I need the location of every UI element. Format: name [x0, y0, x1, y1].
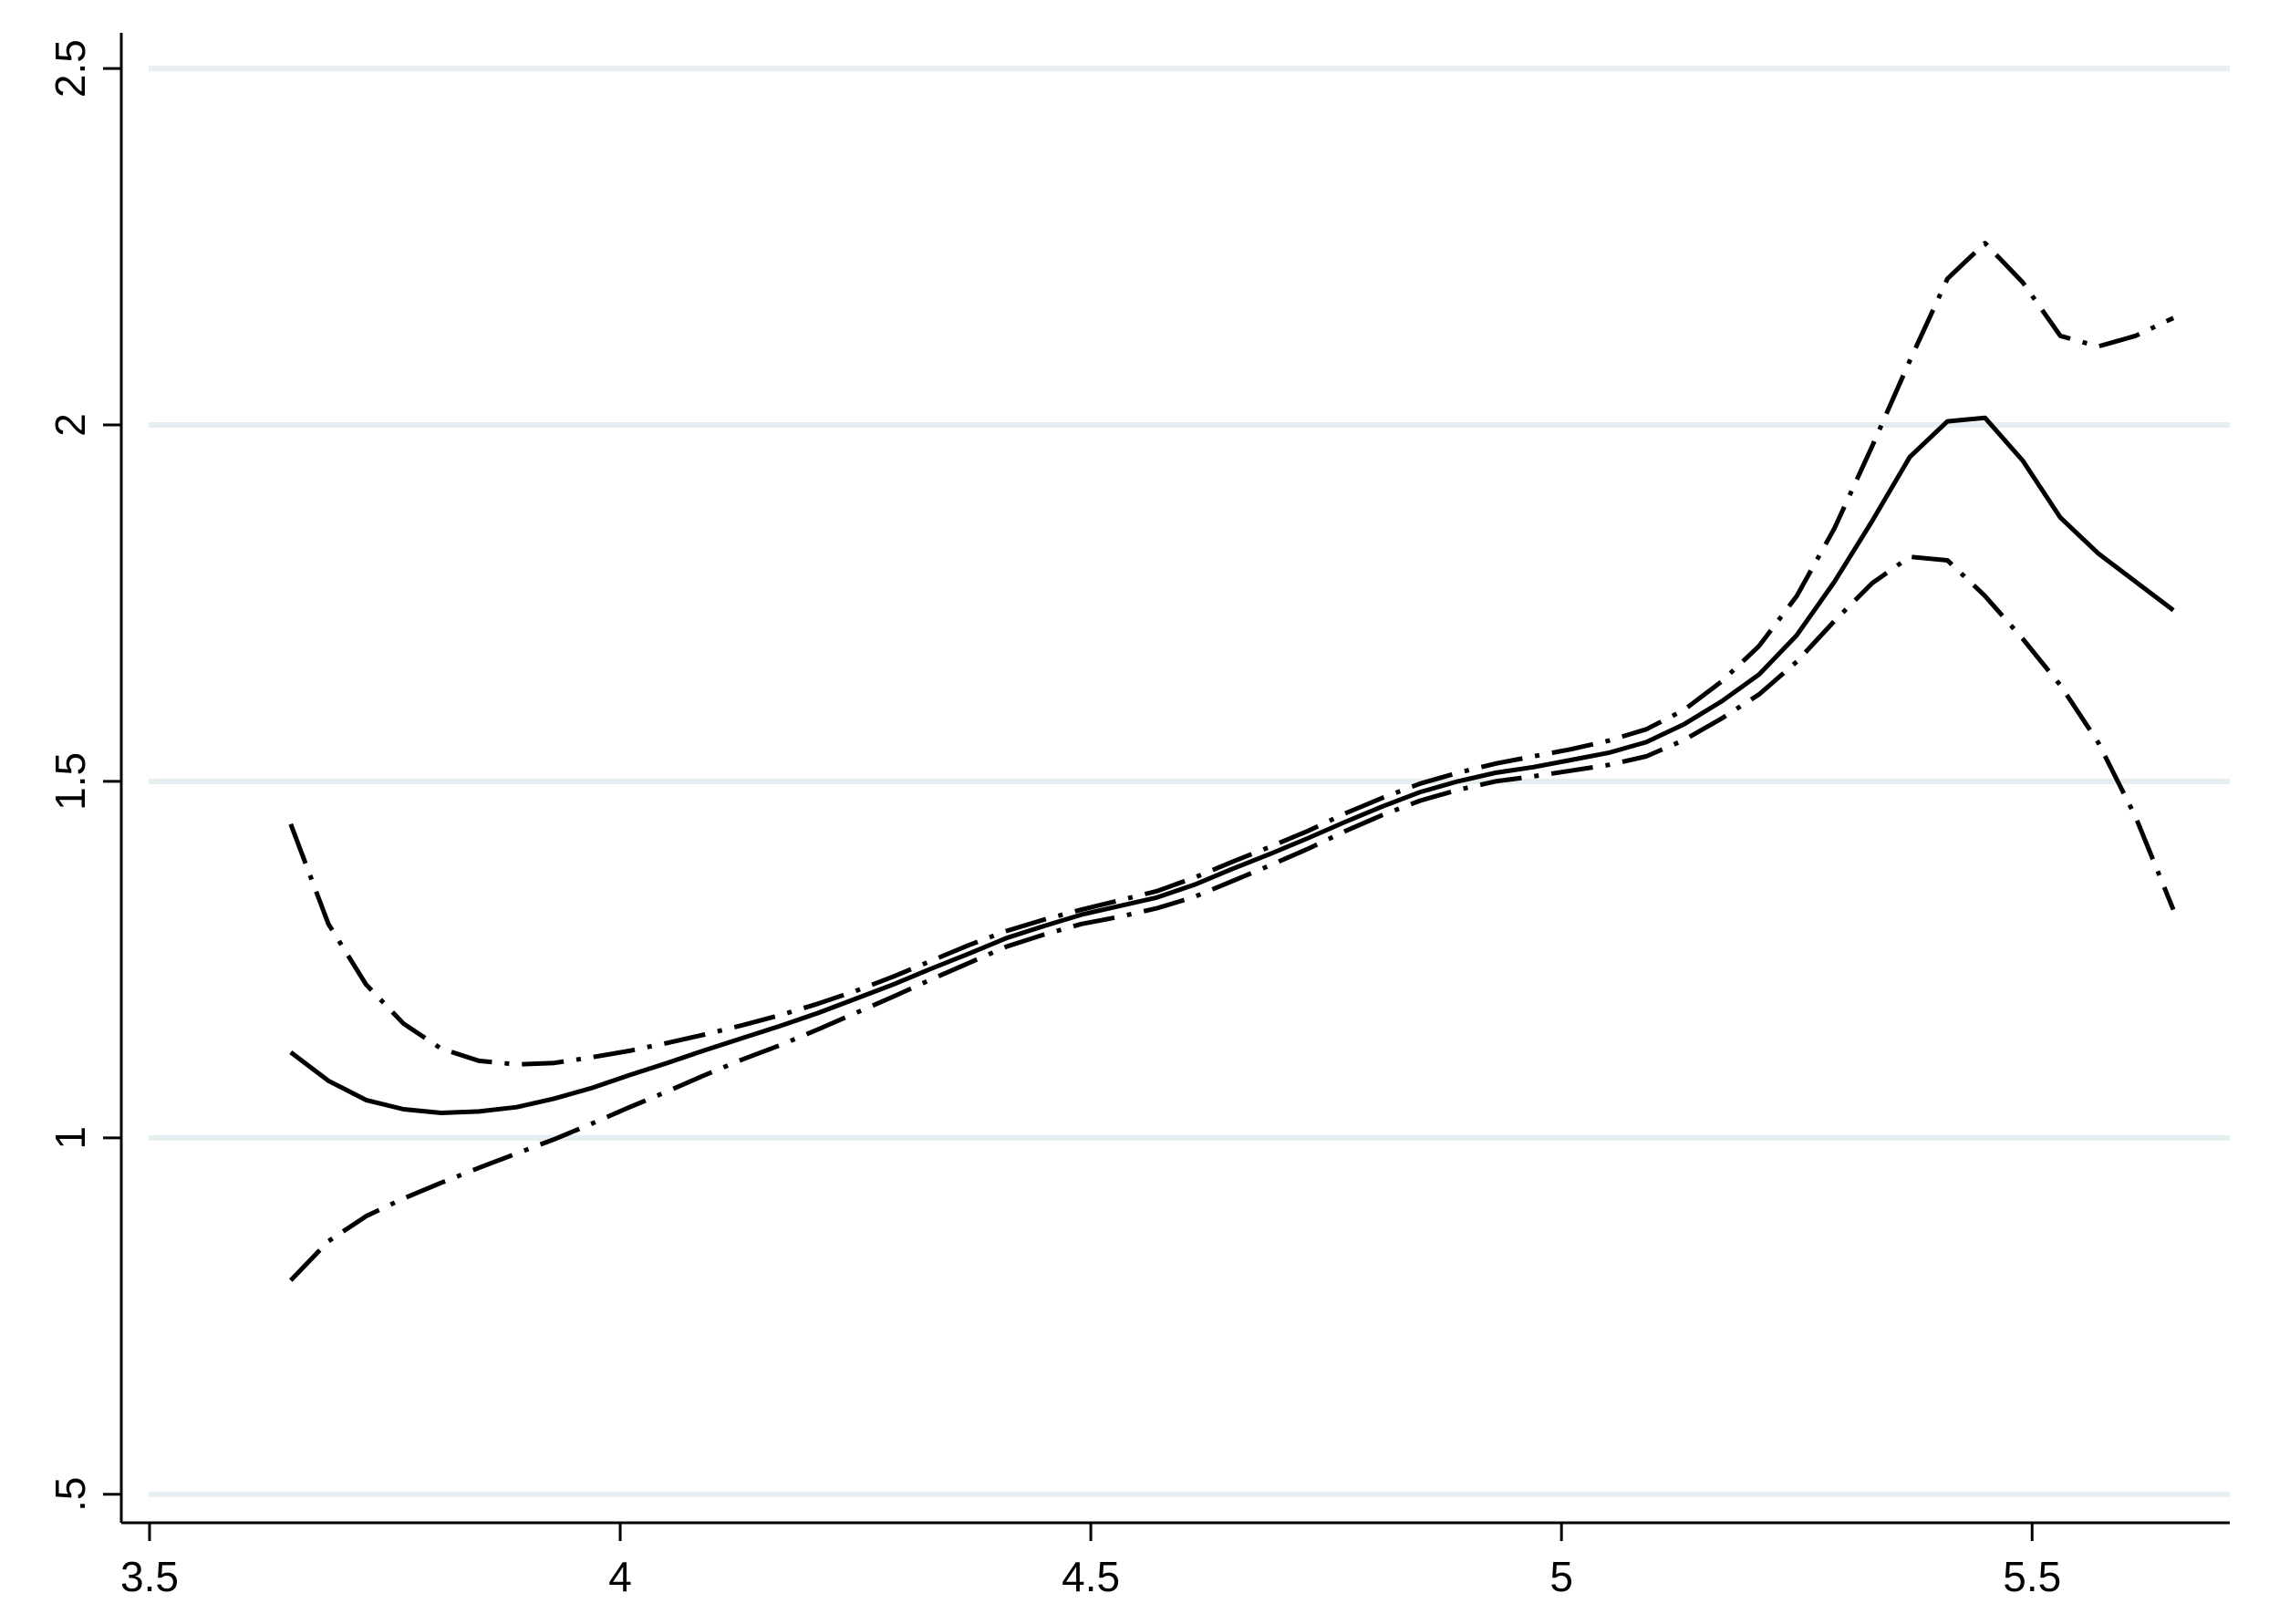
series-line-2: [288, 554, 2176, 1282]
x-tick-label-3: 5: [1549, 1553, 1573, 1600]
grid-lines: [149, 66, 2230, 1497]
x-tick-label-1: 4: [608, 1553, 632, 1600]
x-tick-label-4: 5.5: [2003, 1553, 2061, 1600]
y-tick-label-3: 2: [47, 413, 94, 437]
y-tick-label-2: 1.5: [47, 752, 94, 811]
x-tick-label-0: 3.5: [120, 1553, 179, 1600]
series-line-1: [288, 241, 2175, 1067]
y-tick-label-1: 1: [47, 1126, 94, 1150]
axes: [103, 33, 2230, 1541]
tick-labels: 3.5 4 4.5 5 5.5 .5 1 1.5 2 2.5: [47, 39, 2061, 1600]
x-tick-label-2: 4.5: [1062, 1553, 1120, 1600]
y-tick-label-4: 2.5: [47, 39, 94, 98]
series-line-0: [289, 415, 2175, 1115]
series-lines: [288, 241, 2176, 1282]
y-tick-label-0: .5: [47, 1477, 94, 1512]
